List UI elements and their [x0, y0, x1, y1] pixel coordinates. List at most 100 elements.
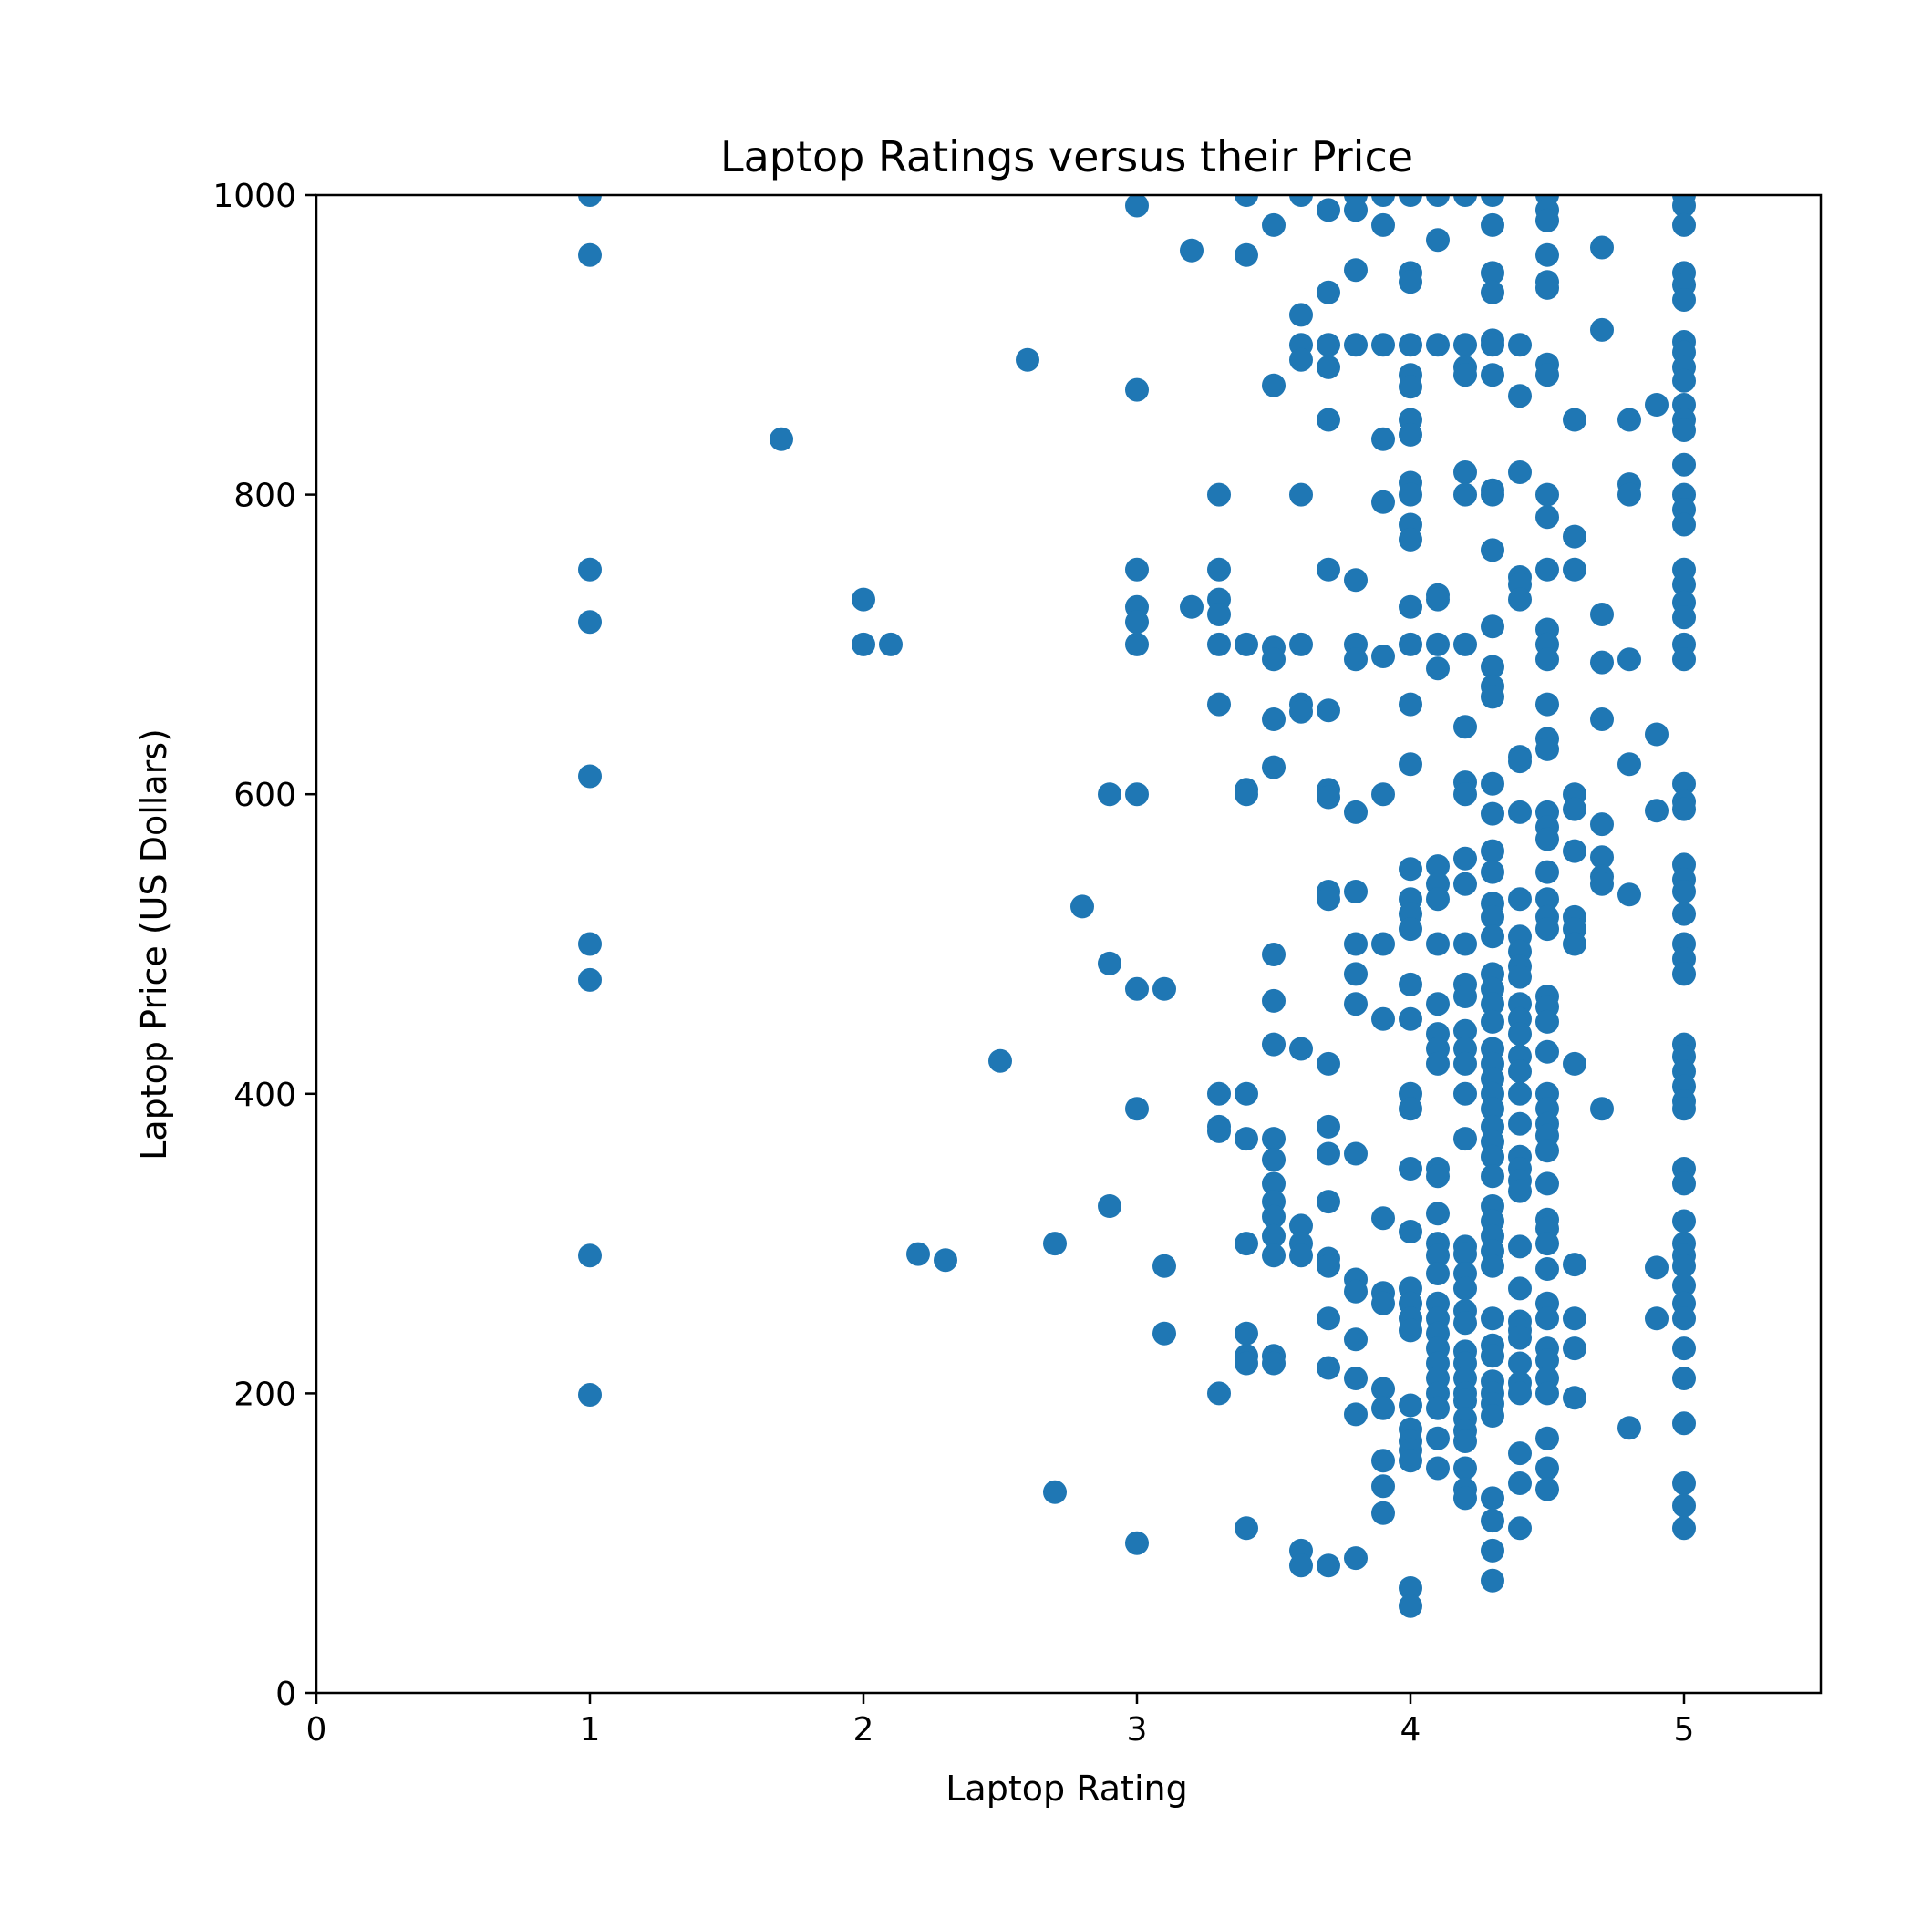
data-point — [1508, 1471, 1532, 1495]
data-point — [1508, 1059, 1532, 1084]
data-point — [1645, 799, 1669, 823]
data-point — [1453, 1429, 1477, 1453]
data-point — [1399, 482, 1422, 507]
data-point — [879, 632, 903, 656]
data-point — [1262, 1148, 1286, 1172]
data-point — [1399, 972, 1422, 996]
data-point — [1453, 1486, 1477, 1511]
data-point — [1672, 1274, 1696, 1298]
data-point — [1207, 1081, 1231, 1106]
data-point — [1371, 1206, 1395, 1231]
data-point — [1399, 632, 1422, 656]
data-point — [1207, 557, 1231, 582]
data-point — [1344, 932, 1368, 956]
data-point — [1262, 1032, 1286, 1057]
data-point — [1508, 1381, 1532, 1406]
data-point — [1563, 557, 1586, 582]
data-point — [1125, 195, 1149, 218]
data-point — [1508, 1234, 1532, 1259]
data-point — [1152, 976, 1176, 1001]
data-point — [1617, 1416, 1641, 1440]
data-point — [1481, 1009, 1504, 1034]
y-tick-label: 800 — [233, 478, 296, 515]
data-point — [1344, 1367, 1368, 1390]
data-point — [1344, 1327, 1368, 1352]
y-tick-label: 200 — [233, 1376, 296, 1413]
data-point — [1371, 427, 1395, 451]
data-point — [1481, 1306, 1504, 1331]
data-point — [1481, 1164, 1504, 1189]
data-point — [1563, 797, 1586, 821]
data-point — [1426, 887, 1450, 912]
data-point — [1399, 1220, 1422, 1243]
data-point — [1262, 373, 1286, 397]
data-point — [1672, 797, 1696, 821]
data-point — [1481, 655, 1504, 679]
data-point — [1535, 860, 1559, 884]
data-point — [1344, 880, 1368, 903]
data-point — [1590, 707, 1614, 731]
data-point — [1535, 917, 1559, 942]
data-point — [1399, 1157, 1422, 1181]
data-point — [1508, 587, 1532, 612]
data-point — [1453, 782, 1477, 807]
x-tick-label: 5 — [1674, 1711, 1695, 1749]
data-point — [1262, 988, 1286, 1013]
data-point — [1453, 1276, 1477, 1301]
data-point — [1207, 603, 1231, 626]
data-point — [1563, 932, 1586, 956]
data-point — [1508, 749, 1532, 774]
data-point — [1535, 242, 1559, 267]
data-point — [1317, 1254, 1340, 1278]
data-point — [1563, 408, 1586, 432]
data-point — [1371, 1006, 1395, 1031]
data-point — [1672, 1493, 1696, 1518]
data-point — [1453, 985, 1477, 1008]
data-point — [1180, 238, 1204, 263]
data-point — [1317, 355, 1340, 379]
data-point — [1590, 650, 1614, 675]
x-tick-label: 3 — [1127, 1711, 1148, 1749]
data-point — [1070, 894, 1094, 919]
data-point — [1317, 408, 1340, 432]
data-point — [1672, 880, 1696, 903]
data-point — [1317, 1553, 1340, 1578]
data-point — [1481, 992, 1504, 1016]
data-point — [1672, 1306, 1696, 1331]
data-point — [1262, 1171, 1286, 1196]
data-point — [1289, 347, 1313, 372]
data-point — [1125, 1097, 1149, 1121]
data-point — [1426, 656, 1450, 681]
data-point — [1535, 887, 1559, 912]
data-point — [1672, 288, 1696, 312]
data-point — [1289, 1553, 1313, 1578]
y-tick-label: 1000 — [212, 178, 296, 215]
data-point — [1590, 812, 1614, 837]
data-point — [1481, 333, 1504, 357]
data-point — [1317, 785, 1340, 810]
data-point — [1317, 698, 1340, 723]
data-point — [1235, 1232, 1258, 1256]
data-point — [1317, 280, 1340, 304]
data-point — [988, 1048, 1012, 1073]
data-point — [1453, 846, 1477, 871]
data-point — [1508, 460, 1532, 484]
data-point — [1426, 333, 1450, 357]
data-point — [1481, 860, 1504, 884]
data-point — [1508, 887, 1532, 912]
data-point — [1289, 195, 1313, 207]
data-point — [1399, 1006, 1422, 1031]
data-point — [1262, 707, 1286, 731]
data-point — [1344, 647, 1368, 672]
data-point — [1453, 632, 1477, 656]
data-point — [1453, 715, 1477, 739]
y-tick-label: 0 — [275, 1676, 296, 1713]
data-point — [1508, 1441, 1532, 1466]
data-point — [1344, 962, 1368, 986]
data-point — [1481, 685, 1504, 709]
data-point — [1535, 1139, 1559, 1163]
data-point — [1481, 1538, 1504, 1563]
data-point — [1399, 692, 1422, 717]
data-point — [1207, 1381, 1231, 1406]
data-point — [1453, 1456, 1477, 1481]
